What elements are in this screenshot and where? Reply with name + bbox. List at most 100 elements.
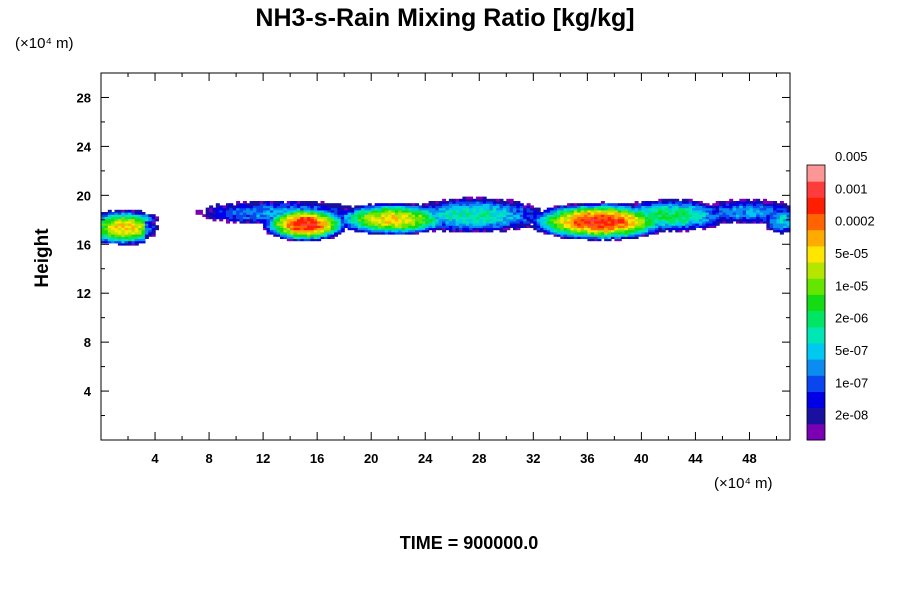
- field-cell: [117, 216, 122, 220]
- field-cell: [435, 227, 440, 231]
- field-cell: [259, 214, 264, 217]
- field-cell: [367, 227, 372, 231]
- field-cell: [111, 231, 116, 235]
- field-cell: [617, 216, 622, 220]
- field-cell: [587, 223, 592, 226]
- field-cell: [418, 220, 423, 224]
- field-cell: [226, 205, 230, 209]
- field-cell: [600, 231, 605, 235]
- field-cell: [148, 223, 153, 226]
- field-cell: [286, 205, 291, 209]
- field-cell: [587, 231, 592, 235]
- field-cell: [448, 207, 453, 211]
- field-cell: [462, 218, 467, 222]
- field-cell: [482, 196, 487, 200]
- field-cell: [300, 220, 305, 224]
- field-cell: [144, 229, 149, 233]
- field-cell: [438, 218, 443, 222]
- x-axis-unit: (×10⁴ m): [714, 475, 773, 492]
- field-cell: [286, 201, 291, 204]
- field-cell: [378, 216, 382, 220]
- field-cell: [138, 236, 143, 239]
- field-cell: [654, 212, 659, 215]
- field-cell: [580, 212, 585, 215]
- field-cell: [590, 214, 595, 217]
- field-cell: [421, 216, 426, 220]
- field-cell: [692, 220, 697, 224]
- field-cell: [405, 227, 409, 231]
- field-cell: [303, 201, 308, 204]
- field-cell: [611, 236, 615, 239]
- field-cell: [509, 225, 514, 228]
- field-cell: [229, 218, 234, 222]
- field-cell: [570, 229, 575, 233]
- field-cell: [212, 214, 217, 217]
- field-cell: [310, 201, 315, 204]
- field-cell: [425, 220, 430, 224]
- field-cell: [111, 227, 116, 231]
- field-cell: [428, 203, 433, 206]
- field-cell: [296, 201, 301, 204]
- field-cell: [310, 231, 315, 235]
- field-cell: [367, 203, 372, 206]
- field-cell: [671, 218, 676, 222]
- field-cell: [627, 209, 632, 213]
- field-cell: [584, 207, 588, 211]
- field-cell: [273, 203, 278, 206]
- field-cell: [654, 201, 659, 204]
- field-cell: [752, 214, 757, 217]
- field-cell: [354, 229, 359, 233]
- field-cell: [705, 218, 710, 222]
- field-cell: [712, 220, 717, 224]
- colorbar-swatch: [807, 197, 825, 215]
- field-cell: [472, 207, 477, 211]
- y-tick-label: 20: [77, 188, 91, 203]
- field-cell: [378, 203, 382, 206]
- field-cell: [773, 223, 778, 226]
- field-cell: [438, 207, 443, 211]
- field-cell: [259, 201, 264, 204]
- field-cell: [310, 207, 315, 211]
- field-cell: [435, 209, 440, 213]
- field-cell: [442, 225, 447, 228]
- field-cell: [111, 212, 116, 215]
- field-cell: [749, 209, 754, 213]
- field-cell: [506, 198, 511, 202]
- field-cell: [479, 229, 484, 233]
- field-cell: [587, 220, 592, 224]
- field-cell: [219, 207, 224, 211]
- field-cell: [280, 236, 284, 239]
- field-cell: [209, 214, 214, 217]
- field-cell: [144, 231, 149, 235]
- field-cell: [702, 207, 707, 211]
- field-cell: [307, 231, 311, 235]
- field-cell: [543, 214, 548, 217]
- field-cell: [391, 203, 396, 206]
- field-cell: [124, 214, 129, 217]
- field-cell: [536, 225, 541, 228]
- field-cell: [307, 225, 311, 228]
- field-cell: [509, 207, 514, 211]
- field-cell: [249, 207, 254, 211]
- field-cell: [408, 229, 413, 233]
- field-cell: [236, 214, 241, 217]
- field-cell: [411, 223, 416, 226]
- field-cell: [638, 212, 642, 215]
- field-cell: [489, 207, 494, 211]
- field-cell: [658, 216, 663, 220]
- field-cell: [489, 225, 494, 228]
- field-cell: [344, 225, 349, 228]
- field-cell: [131, 242, 136, 246]
- field-cell: [273, 212, 278, 215]
- field-cell: [290, 234, 295, 237]
- field-cell: [148, 229, 153, 233]
- field-cell: [357, 212, 362, 215]
- field-cell: [347, 227, 352, 231]
- field-cell: [448, 201, 453, 204]
- field-cell: [317, 238, 322, 242]
- colorbar-swatch: [807, 342, 825, 360]
- field-cell: [486, 227, 490, 231]
- field-cell: [783, 227, 788, 231]
- field-cell: [276, 216, 281, 220]
- field-cell: [242, 205, 247, 209]
